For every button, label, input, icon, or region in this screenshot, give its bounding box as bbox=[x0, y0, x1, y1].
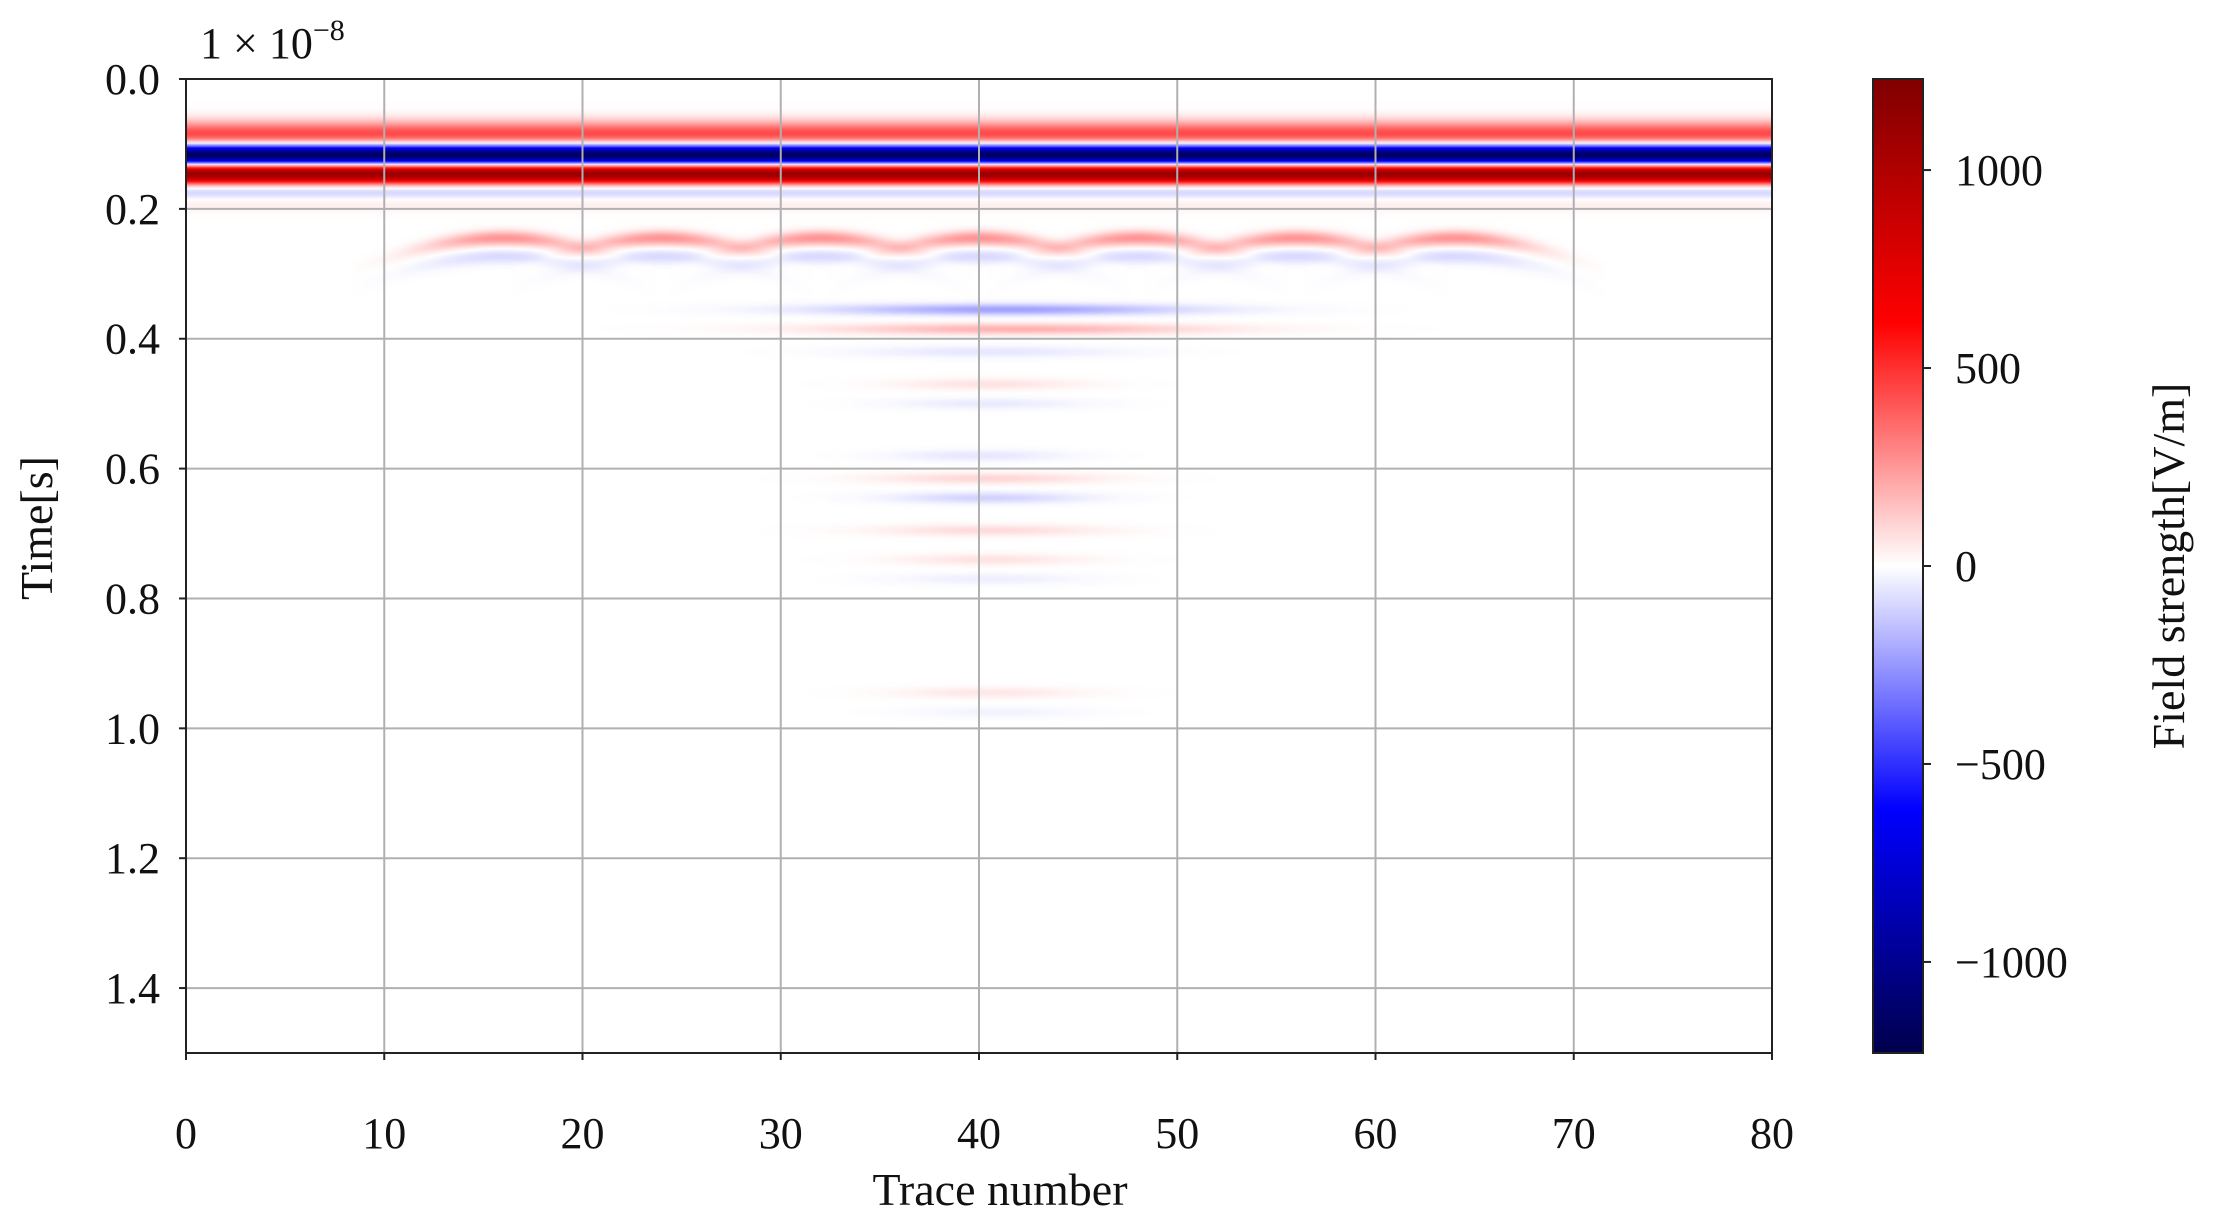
y-tick-label: 0.6 bbox=[105, 445, 160, 494]
x-tick-label: 40 bbox=[957, 1109, 1001, 1158]
x-tick-label: 20 bbox=[561, 1109, 605, 1158]
y-tick-label: 0.4 bbox=[105, 315, 160, 364]
y-offset-base: 1 × 10 bbox=[200, 19, 313, 68]
y-axis-label: Time[s] bbox=[11, 456, 62, 600]
y-tick-label: 0.8 bbox=[105, 574, 160, 623]
x-axis-ticks: 0 10 20 30 40 50 60 70 80 bbox=[175, 1053, 1794, 1158]
x-tick-label: 0 bbox=[175, 1109, 197, 1158]
colorbar-ticks: 1000 500 0 −500 −1000 bbox=[1923, 146, 2068, 987]
colorbar-tick-label: 500 bbox=[1955, 344, 2021, 393]
y-tick-label: 1.0 bbox=[105, 704, 160, 753]
colorbar-tick-label: 1000 bbox=[1955, 146, 2043, 195]
y-tick-label: 1.4 bbox=[105, 964, 160, 1013]
x-tick-label: 50 bbox=[1155, 1109, 1199, 1158]
colorbar-tick-label: −1000 bbox=[1955, 938, 2068, 987]
x-tick-label: 80 bbox=[1750, 1109, 1794, 1158]
x-tick-label: 60 bbox=[1354, 1109, 1398, 1158]
y-tick-label: 0.2 bbox=[105, 185, 160, 234]
x-axis-label: Trace number bbox=[872, 1164, 1127, 1215]
y-tick-label: 1.2 bbox=[105, 834, 160, 883]
y-offset-text: 1 × 10−8 bbox=[200, 14, 345, 68]
colorbar-tick-label: 0 bbox=[1955, 542, 1977, 591]
colorbar-tick-label: −500 bbox=[1955, 740, 2046, 789]
x-tick-label: 30 bbox=[759, 1109, 803, 1158]
colorbar-label: Field strength[V/m] bbox=[2143, 383, 2194, 750]
x-tick-label: 10 bbox=[362, 1109, 406, 1158]
y-tick-label: 0.0 bbox=[105, 55, 160, 104]
y-axis-ticks: 0.0 0.2 0.4 0.6 0.8 1.0 1.2 1.4 bbox=[105, 55, 186, 1013]
y-offset-exponent: −8 bbox=[313, 14, 345, 47]
colorbar bbox=[1873, 79, 1923, 1053]
x-tick-label: 70 bbox=[1552, 1109, 1596, 1158]
